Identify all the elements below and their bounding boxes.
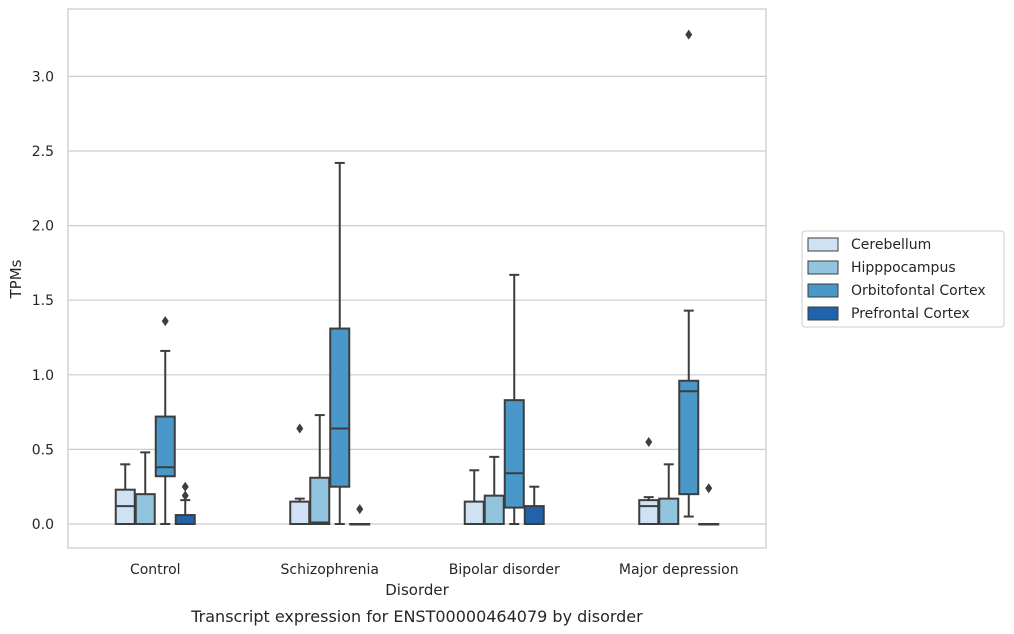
x-axis-label: Disorder [385,581,449,599]
y-tick-label: 3.0 [32,69,54,85]
box-body [658,497,680,525]
legend-label: Hipppocampus [851,260,956,276]
box-body [134,493,156,526]
y-tick-labels: 0.0 0.5 1.0 1.5 2.0 2.5 3.0 [32,69,54,533]
x-tick-label: Schizophrenia [281,562,379,578]
x-tick-label: Major depression [619,562,739,578]
outlier-point [161,316,169,327]
y-tick-label: 0.0 [32,517,54,533]
legend: Cerebellum Hipppocampus Orbitofontal Corte… [801,230,1005,328]
y-tick-label: 2.0 [32,219,54,235]
box-2-1 [483,455,505,526]
outlier-point [705,483,713,494]
legend-label: Orbitofontal Cortex [851,283,986,299]
box-0-3 [174,481,196,525]
y-tick-label: 0.5 [32,442,54,458]
box-0-2 [154,316,176,525]
plot-frame [67,8,767,549]
y-tick-label: 1.5 [32,293,54,309]
y-axis-label: TPMs [7,259,25,299]
box-0-0 [114,463,136,525]
box-body [483,494,505,526]
box-body [174,514,196,525]
plot-area [68,9,766,548]
box-0-1 [134,451,156,526]
box-1-0 [289,423,311,525]
x-tick-labels: Control Schizophrenia Bipolar disorder Majo… [130,562,739,578]
box-1-3 [349,504,371,526]
box-body [329,327,351,488]
box-3-0 [638,436,660,525]
box-body [154,415,176,478]
box-3-3 [698,483,720,526]
y-tick-label: 1.0 [32,368,54,384]
box-body [503,399,525,509]
legend-swatch [807,237,839,252]
legend-label: Cerebellum [851,237,931,253]
legend-frame [801,230,1005,328]
x-tick-label: Bipolar disorder [449,562,560,578]
y-tick-label: 2.5 [32,144,54,160]
box-1-2 [329,161,351,525]
box-body [309,476,331,525]
box-2-3 [523,485,545,526]
box-2-2 [503,273,525,525]
box-body [463,500,485,525]
outlier-point [181,481,189,492]
box-3-1 [658,463,680,525]
outlier-point [181,490,189,501]
box-body [678,379,700,496]
box-3-2 [678,29,700,518]
x-tick-label: Control [130,562,181,578]
outlier-point [685,29,693,40]
box-body [289,500,311,525]
legend-label: Prefrontal Cortex [851,306,970,322]
outlier-point [296,423,304,434]
outlier-point [356,504,364,515]
box-body [638,499,660,525]
box-1-1 [309,414,331,525]
outlier-point [645,436,653,447]
box-marks [114,29,720,526]
legend-swatch [807,283,839,298]
legend-swatch [807,260,839,275]
figure-caption: Transcript expression for ENST0000046407… [190,607,643,626]
box-body [523,505,545,526]
legend-swatch [807,306,839,321]
